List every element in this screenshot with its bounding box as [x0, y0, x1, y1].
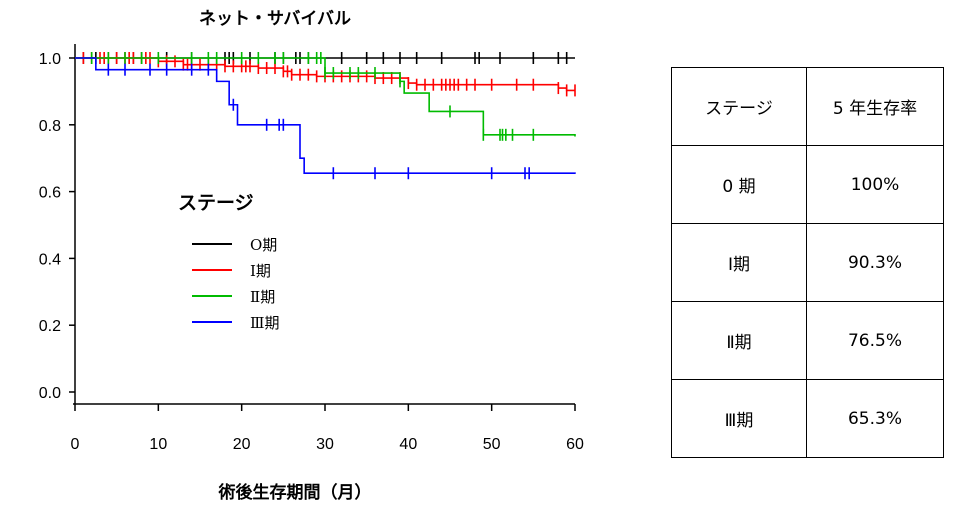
table-cell-rate: 100% [806, 145, 944, 224]
y-tick-label: 0.6 [39, 185, 61, 202]
x-tick-label: 20 [233, 436, 251, 453]
legend-swatch-stage3 [192, 321, 232, 323]
x-tick-label: 0 [71, 436, 80, 453]
table-cell-stage: Ⅰ期 [671, 223, 807, 302]
survival-rate-table: ステージ 5 年生存率 0 期 100% Ⅰ期 90.3% Ⅱ期 76.5% Ⅲ… [671, 67, 944, 458]
y-tick-label: 0.4 [39, 251, 61, 268]
legend-label-stage1: Ⅰ期 [250, 262, 271, 280]
legend: O期 Ⅰ期 Ⅱ期 Ⅲ期 [192, 232, 352, 336]
table-row: Ⅲ期 65.3% [671, 379, 944, 458]
x-tick-label: 40 [399, 436, 417, 453]
table-header-row: ステージ 5 年生存率 [671, 67, 944, 146]
table-header-stage: ステージ [671, 67, 807, 146]
x-tick-label: 30 [316, 436, 334, 453]
table-header-rate: 5 年生存率 [806, 67, 944, 146]
table-cell-stage: Ⅲ期 [671, 379, 807, 458]
table-row: 0 期 100% [671, 145, 944, 224]
x-tick-label: 60 [566, 436, 584, 453]
table-row: Ⅱ期 76.5% [671, 301, 944, 380]
table-cell-stage: 0 期 [671, 145, 807, 224]
x-tick-label: 50 [483, 436, 501, 453]
legend-label-stage0: O期 [250, 236, 278, 254]
y-tick-label: 1.0 [39, 51, 61, 68]
y-tick-label: 0.8 [39, 118, 61, 135]
y-tick-label: 0.0 [39, 385, 61, 402]
series-line-3 [75, 57, 576, 175]
table-row: Ⅰ期 90.3% [671, 223, 944, 302]
table-cell-rate: 90.3% [806, 223, 944, 302]
legend-item-stage0: O期 [192, 232, 352, 258]
legend-label-stage3: Ⅲ期 [250, 314, 280, 332]
table-cell-stage: Ⅱ期 [671, 301, 807, 380]
legend-label-stage2: Ⅱ期 [250, 288, 276, 306]
legend-item-stage3: Ⅲ期 [192, 310, 352, 336]
table-cell-rate: 76.5% [806, 301, 944, 380]
chart-title: ネット・サバイバル [199, 9, 351, 29]
legend-swatch-stage2 [192, 295, 232, 297]
y-tick-label: 0.2 [39, 318, 61, 335]
legend-item-stage1: Ⅰ期 [192, 258, 352, 284]
legend-swatch-stage1 [192, 269, 232, 271]
legend-item-stage2: Ⅱ期 [192, 284, 352, 310]
x-axis-label: 術後生存期間（月） [218, 483, 372, 503]
table-cell-rate: 65.3% [806, 379, 944, 458]
legend-swatch-stage0 [192, 243, 232, 245]
legend-title: ステージ [178, 192, 254, 214]
series-line-1 [75, 57, 575, 92]
x-tick-label: 10 [149, 436, 167, 453]
